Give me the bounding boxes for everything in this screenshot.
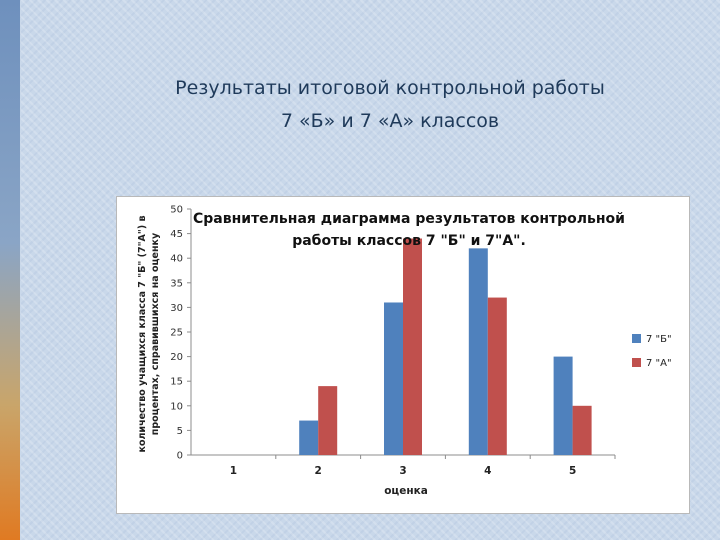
y-tick-label: 25 [170, 328, 183, 339]
y-tick-label: 40 [170, 254, 183, 265]
y-tick-label: 30 [170, 303, 183, 314]
chart-legend: 7 "Б" 7 "А" [632, 334, 672, 369]
y-tick-label: 35 [170, 278, 183, 289]
slide-title-line-1: Результаты итоговой контрольной работы [175, 77, 605, 99]
bar-series-2-cat-2 [318, 386, 338, 455]
y-tick-label: 50 [170, 205, 183, 216]
y-tick-label: 10 [170, 401, 183, 412]
x-tick-label: 2 [315, 465, 322, 477]
chart-title: Сравнительная диаграмма результатов конт… [193, 211, 625, 249]
y-tick-label: 0 [177, 451, 183, 462]
x-tick-label: 5 [569, 465, 576, 477]
y-axis-title: количество учащихся класса 7 "Б" (7"А") … [137, 215, 161, 452]
bar-series-1-cat-3 [384, 302, 403, 455]
legend-label: 7 "Б" [646, 334, 672, 345]
bar-series-1-cat-5 [553, 356, 573, 455]
bar-series-1-cat-4 [468, 248, 488, 455]
y-tick-labels: 0 5 10 15 20 25 30 35 40 45 50 [170, 205, 183, 462]
y-axis-title-line-2: процентах, справившихся на оценку [150, 232, 161, 435]
x-tick-label: 1 [230, 465, 237, 477]
y-tick-label: 20 [170, 352, 183, 363]
bar-series-2-cat-3 [403, 238, 422, 455]
chart-title-line-2: работы классов 7 "Б" и 7"А". [292, 233, 526, 249]
x-tick-label: 3 [399, 465, 406, 477]
y-axis-title-line-1: количество учащихся класса 7 "Б" (7"А") … [137, 215, 148, 452]
legend-swatch [632, 358, 641, 367]
x-tick-labels: 1 2 3 4 5 [230, 465, 577, 477]
y-tick-label: 15 [170, 377, 183, 388]
y-tick-label: 45 [170, 229, 183, 240]
slide-side-bar [0, 0, 20, 540]
slide-title: Результаты итоговой контрольной работы 7… [150, 72, 630, 138]
chart-title-line-1: Сравнительная диаграмма результатов конт… [193, 211, 625, 227]
chart-bars [299, 238, 592, 455]
legend-swatch [632, 334, 641, 343]
legend-label: 7 "А" [646, 358, 672, 369]
x-axis-title: оценка [384, 485, 428, 497]
bar-series-1-cat-2 [299, 420, 319, 455]
bar-series-2-cat-5 [572, 405, 592, 455]
y-tick-label: 5 [177, 426, 183, 437]
bar-series-2-cat-4 [487, 297, 507, 455]
slide-title-line-2: 7 «Б» и 7 «А» классов [280, 110, 500, 132]
x-tick-label: 4 [484, 465, 491, 477]
